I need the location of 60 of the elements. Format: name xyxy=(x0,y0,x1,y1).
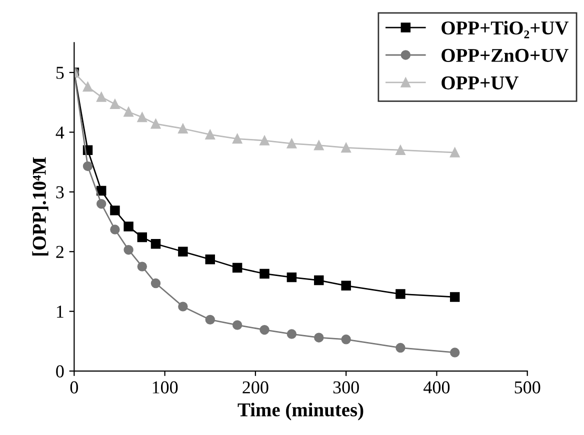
point xyxy=(232,262,242,273)
point xyxy=(137,262,148,272)
point xyxy=(82,82,93,92)
point xyxy=(314,140,324,150)
x-axis-title: Time (minutes) xyxy=(238,402,364,420)
point xyxy=(314,275,324,286)
x-tick-label: 100 xyxy=(152,381,178,394)
point xyxy=(396,342,406,353)
x-tick-label: 500 xyxy=(514,381,540,394)
point xyxy=(82,161,93,172)
x-tick-label: 400 xyxy=(424,381,450,394)
y-tick-label: 2 xyxy=(56,246,64,258)
point xyxy=(341,142,351,153)
y-tick-label: 3 xyxy=(56,186,64,198)
point xyxy=(396,145,406,155)
y-tick-label: 1 xyxy=(57,306,64,318)
point xyxy=(450,292,460,302)
y-axis-title: [OPP].10⁴M xyxy=(32,157,48,256)
y-tick-label: 5 xyxy=(56,66,64,79)
point xyxy=(110,224,120,234)
x-tick-label: 0 xyxy=(70,381,78,394)
point xyxy=(150,278,161,288)
point xyxy=(150,239,161,249)
point xyxy=(286,272,297,282)
point xyxy=(124,244,134,255)
point xyxy=(341,334,351,344)
point xyxy=(260,268,270,279)
point xyxy=(286,138,297,148)
point xyxy=(137,112,148,122)
point xyxy=(260,324,270,335)
point xyxy=(450,148,460,158)
point xyxy=(124,107,134,117)
point xyxy=(96,198,106,209)
y-tick-label: 4 xyxy=(56,126,64,138)
y-tick-label: 0 xyxy=(56,365,64,378)
point xyxy=(232,320,242,330)
point xyxy=(205,314,215,325)
point xyxy=(178,246,188,256)
point xyxy=(286,329,297,339)
point xyxy=(450,348,460,358)
point xyxy=(232,134,242,144)
point xyxy=(260,136,270,146)
point xyxy=(178,124,188,134)
point xyxy=(314,332,324,342)
legend-label: OPP+TiO₂+UV xyxy=(442,20,569,38)
point xyxy=(396,289,406,299)
legend-label: OPP+ZnO+UV xyxy=(442,48,568,62)
point xyxy=(124,222,134,232)
x-tick-label: 300 xyxy=(333,381,359,394)
point xyxy=(341,280,351,291)
point xyxy=(178,302,188,312)
legend-label: OPP+UV xyxy=(442,76,518,90)
point xyxy=(110,206,120,216)
point xyxy=(110,99,120,109)
point xyxy=(205,254,215,264)
point xyxy=(150,118,161,129)
point xyxy=(96,92,106,102)
x-tick-label: 200 xyxy=(242,381,268,394)
point xyxy=(205,130,215,140)
point xyxy=(137,232,148,242)
